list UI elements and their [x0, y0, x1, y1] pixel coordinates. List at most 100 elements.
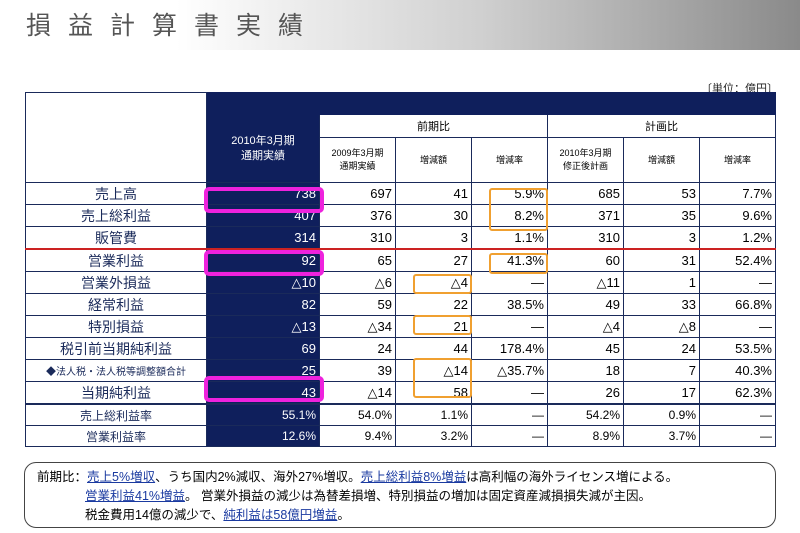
cell-label: 税引前当期純利益 — [25, 337, 207, 360]
cell-plan-rate: 9.6% — [699, 204, 776, 227]
table-row: 特別損益 △13 △34 21 ― △4 △8 ― — [25, 315, 776, 338]
cell-actual: 82 — [206, 293, 320, 316]
header-plan: 2010年3月期 修正後計画 — [547, 137, 624, 183]
note-link-gross: 売上総利益8%増益 — [360, 470, 467, 484]
cell-plan: 54.2% — [547, 403, 624, 426]
cell-label: 経常利益 — [25, 293, 207, 316]
cell-plan-diff: 7 — [623, 359, 700, 382]
cell-label: 営業利益率 — [25, 425, 207, 447]
cell-prev: 310 — [319, 226, 396, 250]
highlight-net-income — [204, 376, 324, 402]
cell-prev-diff: 22 — [395, 293, 472, 316]
cell-plan-rate: 52.4% — [699, 248, 776, 272]
table-row: 売上総利益率 55.1% 54.0% 1.1% ― 54.2% 0.9% ― — [25, 403, 776, 426]
cell-prev-rate: ― — [471, 271, 548, 294]
note-link-net: 純利益は58億円増益 — [223, 508, 338, 522]
cell-plan-rate: 62.3% — [699, 381, 776, 405]
cell-prev-rate: 38.5% — [471, 293, 548, 316]
header-group-plan: 計画比 — [547, 114, 776, 138]
cell-plan-rate: 40.3% — [699, 359, 776, 382]
header-actual: 2010年3月期 通期実績 — [206, 114, 320, 183]
cell-plan-rate: 7.7% — [699, 182, 776, 205]
title-bar — [0, 0, 800, 50]
cell-prev: 59 — [319, 293, 396, 316]
cell-plan-diff: 3.7% — [623, 425, 700, 447]
cell-prev: 697 — [319, 182, 396, 205]
cell-plan: 685 — [547, 182, 624, 205]
cell-prev-rate: 178.4% — [471, 337, 548, 360]
highlight-sales — [204, 187, 324, 213]
cell-plan: 49 — [547, 293, 624, 316]
table-row: 売上高 738 697 41 5.9% 685 53 7.7% — [25, 182, 776, 205]
cell-prev-diff: 3.2% — [395, 425, 472, 447]
cell-label: 営業外損益 — [25, 271, 207, 294]
table-row: 税引前当期純利益 69 24 44 178.4% 45 24 53.5% — [25, 337, 776, 360]
cell-prev: 39 — [319, 359, 396, 382]
header-prev-result: 2009年3月期 通期実績 — [319, 137, 396, 183]
cell-prev-rate: △35.7% — [471, 359, 548, 382]
cell-prev-diff: 3 — [395, 226, 472, 250]
cell-actual: 55.1% — [206, 403, 320, 426]
cell-prev-diff: 1.1% — [395, 403, 472, 426]
cell-label: 営業利益 — [25, 248, 207, 272]
commentary-box: 前期比：売上5%増収、うち国内2%減収、海外27%増収。売上総利益8%増益は高利… — [24, 462, 776, 528]
cell-plan: 310 — [547, 226, 624, 250]
cell-plan-diff: 1 — [623, 271, 700, 294]
cell-actual: 92 — [206, 248, 320, 272]
table-row: ◆法人税・法人税等調整額合計 25 39 △14 △35.7% 18 7 40.3% — [25, 359, 776, 382]
header-plan-diff: 増減額 — [623, 137, 700, 183]
cell-prev: 65 — [319, 248, 396, 272]
cell-prev-rate: ― — [471, 425, 548, 447]
page-title: 損益計算書実績 — [26, 11, 321, 40]
cell-plan: △11 — [547, 271, 624, 294]
header-group-prev: 前期比 — [319, 114, 548, 138]
cell-label: 販管費 — [25, 226, 207, 250]
note-link-operating: 営業利益41%増益 — [85, 489, 186, 503]
cell-actual: 69 — [206, 337, 320, 360]
cell-plan: 8.9% — [547, 425, 624, 447]
header-prev-diff: 増減額 — [395, 137, 472, 183]
income-statement-table: 2010年3月期 通期実績 前期比 計画比 2009年3月期 通期実績 増減額 … — [25, 92, 776, 447]
cell-label: 売上総利益率 — [25, 403, 207, 426]
cell-plan: 18 — [547, 359, 624, 382]
cell-actual: 12.6% — [206, 425, 320, 447]
cell-label: 売上高 — [25, 182, 207, 205]
cell-label: 当期純利益 — [25, 381, 207, 405]
header-prev-rate: 増減率 — [471, 137, 548, 183]
cell-plan-rate: ― — [699, 271, 776, 294]
header-plan-rate: 増減率 — [699, 137, 776, 183]
cell-plan-rate: ― — [699, 315, 776, 338]
cell-prev-diff: 41 — [395, 182, 472, 205]
table-row: 営業利益 92 65 27 41.3% 60 31 52.4% — [25, 248, 776, 272]
cell-plan-rate: ― — [699, 403, 776, 426]
cell-label: ◆法人税・法人税等調整額合計 — [25, 359, 207, 382]
highlight-rate-box-2 — [489, 253, 548, 274]
table-row: 営業外損益 △10 △6 △4 ― △11 1 ― — [25, 271, 776, 294]
table-row: 営業利益率 12.6% 9.4% 3.2% ― 8.9% 3.7% ― — [25, 425, 776, 447]
cell-plan-diff: 33 — [623, 293, 700, 316]
cell-prev: 9.4% — [319, 425, 396, 447]
cell-plan-diff: 35 — [623, 204, 700, 227]
cell-prev-diff: 44 — [395, 337, 472, 360]
cell-plan-diff: 31 — [623, 248, 700, 272]
cell-prev: △14 — [319, 381, 396, 405]
table-row: 当期純利益 43 △14 58 ― 26 17 62.3% — [25, 381, 776, 405]
note-link-sales: 売上5%増収 — [87, 470, 156, 484]
cell-plan-rate: 1.2% — [699, 226, 776, 250]
cell-prev-diff: 30 — [395, 204, 472, 227]
cell-plan-rate: 66.8% — [699, 293, 776, 316]
highlight-rate-box-1 — [489, 188, 548, 231]
cell-prev: 54.0% — [319, 403, 396, 426]
cell-plan-rate: 53.5% — [699, 337, 776, 360]
cell-plan: 371 — [547, 204, 624, 227]
cell-prev-rate: ― — [471, 315, 548, 338]
cell-prev-diff: 27 — [395, 248, 472, 272]
cell-plan: 26 — [547, 381, 624, 405]
cell-plan-diff: 0.9% — [623, 403, 700, 426]
cell-plan-rate: ― — [699, 425, 776, 447]
table-row: 売上総利益 407 376 30 8.2% 371 35 9.6% — [25, 204, 776, 227]
cell-actual: 314 — [206, 226, 320, 250]
table-row: 販管費 314 310 3 1.1% 310 3 1.2% — [25, 226, 776, 250]
table-row: 経常利益 82 59 22 38.5% 49 33 66.8% — [25, 293, 776, 316]
cell-plan-diff: 53 — [623, 182, 700, 205]
